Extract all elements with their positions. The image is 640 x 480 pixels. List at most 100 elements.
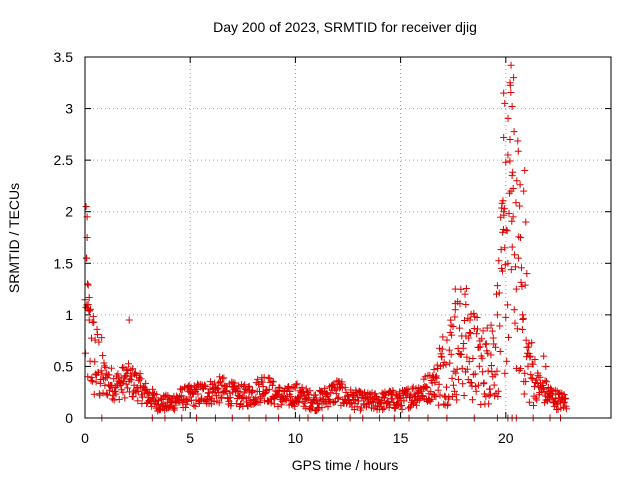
data-point <box>292 381 300 389</box>
data-point <box>504 301 512 309</box>
data-point <box>332 390 340 398</box>
x-tick-label: 5 <box>186 430 194 446</box>
data-point <box>455 375 463 383</box>
data-point <box>467 329 475 337</box>
data-point <box>447 350 455 358</box>
data-point <box>268 381 276 389</box>
data-point <box>561 394 569 402</box>
x-tick-label: 0 <box>81 430 89 446</box>
data-point <box>473 330 481 338</box>
data-point <box>215 399 223 407</box>
data-point <box>112 390 120 398</box>
data-point <box>100 362 108 370</box>
data-point <box>530 401 538 409</box>
data-point <box>312 396 320 404</box>
data-point <box>514 254 522 262</box>
data-point <box>236 388 244 396</box>
data-point <box>499 228 507 236</box>
data-point <box>460 340 468 348</box>
data-point <box>423 383 431 391</box>
data-point <box>201 383 209 391</box>
data-point <box>124 384 132 392</box>
data-point <box>523 270 531 278</box>
data-point <box>318 404 326 412</box>
data-point <box>456 300 464 308</box>
data-point <box>99 389 107 397</box>
data-point <box>525 340 533 348</box>
chart-title: Day 200 of 2023, SRMTID for receiver dji… <box>213 19 477 35</box>
y-tick-label: 0 <box>65 410 73 426</box>
data-point <box>511 263 519 271</box>
data-point <box>517 234 525 241</box>
data-point <box>305 394 313 402</box>
data-point <box>506 79 514 87</box>
data-point <box>453 365 461 373</box>
data-point <box>479 368 487 376</box>
data-point <box>136 370 144 378</box>
data-point <box>507 266 515 274</box>
data-point <box>513 177 521 185</box>
data-point <box>460 392 468 400</box>
data-point <box>252 394 260 402</box>
data-point <box>494 387 502 395</box>
data-point <box>527 374 535 382</box>
data-point <box>307 406 315 414</box>
data-point <box>459 380 467 388</box>
data-point <box>245 393 253 401</box>
data-point <box>472 387 480 395</box>
data-point <box>153 390 161 398</box>
data-point <box>505 209 513 217</box>
data-point <box>521 166 529 174</box>
data-point <box>269 378 277 386</box>
data-point <box>517 365 525 373</box>
data-point <box>524 362 532 370</box>
data-point <box>532 394 540 402</box>
grid <box>85 57 611 418</box>
data-point <box>218 394 226 402</box>
y-tick-label: 3 <box>65 101 73 117</box>
data-point <box>455 324 463 332</box>
data-point <box>504 151 512 159</box>
data-point <box>490 381 498 389</box>
data-point <box>99 352 107 360</box>
data-point <box>133 384 141 392</box>
data-point <box>134 388 142 396</box>
data-point <box>434 386 442 394</box>
data-point <box>500 205 508 213</box>
data-point <box>492 343 500 351</box>
data-point <box>495 257 503 265</box>
x-tick-label: 20 <box>498 430 514 446</box>
x-axis-label: GPS time / hours <box>292 457 399 473</box>
data-point <box>496 348 504 356</box>
data-point <box>134 397 142 405</box>
data-point <box>379 405 387 413</box>
data-point <box>84 281 92 289</box>
data-point <box>114 370 122 378</box>
y-tick-label: 1 <box>65 307 73 323</box>
data-point <box>466 316 474 324</box>
data-point <box>121 394 129 402</box>
data-point <box>453 396 461 404</box>
data-point <box>138 393 146 401</box>
data-point <box>560 391 568 399</box>
data-point <box>97 367 105 375</box>
data-point <box>398 405 406 413</box>
data-point <box>519 311 527 319</box>
data-point <box>443 336 451 344</box>
data-point <box>291 402 299 410</box>
data-point <box>493 311 501 319</box>
data-point <box>445 346 453 354</box>
data-point <box>487 321 495 329</box>
data-point <box>502 226 510 234</box>
data-point <box>107 364 115 372</box>
x-tick-labels: 0 5 10 15 20 <box>81 430 514 446</box>
y-tick-labels: 0 0.5 1 1.5 2 2.5 3 3.5 <box>54 49 74 426</box>
data-point <box>529 360 537 368</box>
data-point <box>435 380 443 388</box>
data-point <box>438 353 446 361</box>
data-point <box>465 358 473 366</box>
data-point <box>104 391 112 399</box>
data-point <box>270 400 278 408</box>
data-point <box>486 390 494 398</box>
data-point <box>510 306 518 314</box>
